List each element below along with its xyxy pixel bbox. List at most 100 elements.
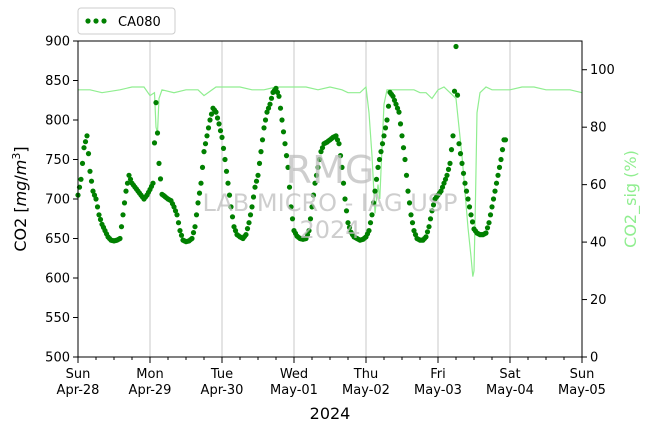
ca080-point <box>226 192 233 198</box>
x-axis-title: 2024 <box>310 404 351 423</box>
ca080-point <box>262 117 269 123</box>
ca080-point <box>178 232 185 238</box>
ca080-point <box>276 93 282 99</box>
ca080-point <box>403 172 410 178</box>
ca080-point <box>312 180 318 186</box>
ca080-point <box>93 196 99 202</box>
ca080-point <box>460 170 467 176</box>
ca080-point <box>367 220 374 226</box>
ca080-point <box>126 172 132 178</box>
ca080-point <box>495 172 501 178</box>
ca080-point <box>84 133 90 139</box>
ca080-point <box>154 130 161 136</box>
x-tick-label-date: May-02 <box>342 383 390 398</box>
ca080-point <box>118 224 125 230</box>
x-tick-label-day: Sun <box>66 367 91 382</box>
ca080-point <box>120 212 126 218</box>
ca080-point <box>304 232 311 238</box>
ca080-point <box>97 216 104 223</box>
ca080-point <box>273 85 279 91</box>
y-left-tick-label: 900 <box>45 35 70 50</box>
ca080-point <box>450 133 456 139</box>
ca080-point <box>462 180 468 186</box>
y-right-tick-label: 40 <box>590 236 607 251</box>
ca080-point <box>285 164 291 170</box>
ca080-point <box>225 180 231 186</box>
ca080-point <box>333 133 339 139</box>
x-tick-label-date: May-04 <box>486 383 534 398</box>
ca080-point <box>268 95 275 101</box>
x-tick-label-date: May-01 <box>270 383 318 398</box>
ca080-point <box>196 190 203 196</box>
ca080-point <box>444 172 450 178</box>
ca080-point <box>202 141 209 147</box>
ca080-point <box>337 153 344 159</box>
ca080-point <box>370 200 377 206</box>
ca080-point <box>283 153 290 159</box>
ca080-point <box>466 204 473 210</box>
ca080-point <box>253 178 260 184</box>
ca080-point <box>394 105 401 111</box>
ca080-point <box>319 145 326 151</box>
ca080-point <box>288 204 294 210</box>
ca080-point <box>429 208 435 214</box>
ca080-point <box>201 149 207 155</box>
ca080-point <box>489 204 495 210</box>
ca080-point <box>453 43 459 50</box>
ca080-point <box>124 180 131 186</box>
ca080-point <box>376 156 383 163</box>
ca080-point <box>366 228 372 234</box>
ca080-point <box>468 212 474 218</box>
ca080-point <box>264 109 270 115</box>
ca080-series <box>75 43 509 245</box>
ca080-point <box>267 101 273 107</box>
ca080-point <box>484 225 491 231</box>
x-tick-label-date: May-05 <box>558 383 606 398</box>
ca080-point <box>229 214 236 220</box>
ca080-point <box>343 208 350 214</box>
ca080-point <box>195 200 201 206</box>
ca080-point <box>280 129 287 135</box>
ca080-point <box>81 145 87 151</box>
ca080-point <box>217 128 224 134</box>
y-right-tick-label: 20 <box>590 293 607 308</box>
ca080-point <box>219 134 225 140</box>
y-left-tick-label: 850 <box>45 74 70 89</box>
ca080-point <box>459 160 465 166</box>
ca080-point <box>279 117 285 123</box>
y-left-tick-label: 800 <box>45 114 70 129</box>
ca080-point <box>228 204 234 210</box>
ca080-point <box>82 139 89 145</box>
ca080-point <box>252 184 258 190</box>
ca080-point <box>342 196 348 202</box>
ca080-point <box>174 212 180 218</box>
ca080-point <box>483 230 489 236</box>
y-axis-right: 0 20 40 60 80 100 <box>582 63 615 366</box>
y-right-tick-label: 80 <box>590 121 607 136</box>
ca080-point <box>445 166 452 172</box>
y-left-tick-label: 500 <box>45 351 70 366</box>
ca080-point <box>175 220 182 226</box>
ca080-point <box>310 192 317 198</box>
ca080-point <box>247 212 254 218</box>
ca080-point <box>198 180 204 186</box>
ca080-point <box>189 235 195 242</box>
y-left-tick-label: 650 <box>45 232 70 247</box>
x-tick-label-date: Apr-29 <box>129 383 172 398</box>
ca080-point <box>385 103 392 109</box>
y-left-tick-label: 550 <box>45 311 70 326</box>
ca080-point <box>463 188 470 194</box>
ca080-point <box>90 188 96 194</box>
legend-label: CA080 <box>118 15 161 30</box>
ca080-point <box>451 88 458 94</box>
ca080-point <box>205 125 212 131</box>
ca080-point <box>88 178 95 184</box>
ca080-point <box>391 97 398 103</box>
ca080-point <box>375 164 381 170</box>
ca080-point <box>222 156 228 163</box>
ca080-point <box>261 125 267 131</box>
legend-marker-dot <box>93 18 99 24</box>
ca080-point <box>204 133 210 139</box>
ca080-point <box>369 212 375 218</box>
